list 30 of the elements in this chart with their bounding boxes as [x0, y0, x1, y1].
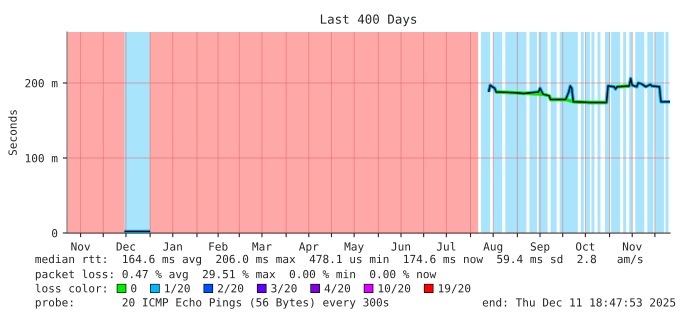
x-tick-label: Jun	[392, 242, 410, 251]
x-tick-label: Nov	[622, 242, 642, 251]
x-tick-label: May	[344, 242, 364, 253]
x-tick-label: Mar	[252, 242, 272, 251]
x-tick-label: Nov	[71, 242, 90, 251]
y-tick-label: 200 m	[25, 79, 58, 88]
x-tick-label: Jan	[163, 242, 182, 251]
legend-label: 2/20	[218, 284, 244, 294]
legend-title: loss color:	[36, 284, 106, 292]
x-tick-label: Dec	[116, 242, 136, 251]
text: end: Thu Dec 11 18:47:53 2025	[482, 298, 676, 307]
legend-label: 19/20	[438, 284, 470, 294]
y-axis-title: Seconds	[8, 110, 17, 156]
x-tick-label: Sep	[530, 242, 550, 253]
x-tick-label: Apr	[298, 242, 318, 253]
legend-label: 0	[131, 284, 136, 292]
x-tick-label: Feb	[209, 242, 228, 251]
text: median rtt: 164.6 ms avg 206.0 ms max 478.1 us min 174.6 ms now 59.4 ms sd 2.8 am/s	[35, 254, 642, 266]
x-tick-label: Aug	[483, 242, 502, 253]
y-tick-label: 100 m	[26, 154, 58, 162]
text: probe: 20 ICMP Echo Pings (56 Bytes) every 300s	[36, 298, 388, 309]
legend-label: 4/20	[324, 284, 350, 294]
legend-label: 3/20	[271, 284, 297, 294]
chart-title: Last 400 Days	[320, 14, 416, 26]
x-tick-label: Oct	[576, 242, 594, 251]
text: packet loss: 0.47 % avg 29.51 % max 0.00 % min 0.00 % now	[36, 270, 436, 281]
y-tick-label: 0	[52, 229, 58, 238]
x-tick-label: Jul	[436, 242, 456, 251]
legend-label: 1/20	[165, 284, 190, 294]
legend-label: 10/20	[378, 284, 410, 294]
